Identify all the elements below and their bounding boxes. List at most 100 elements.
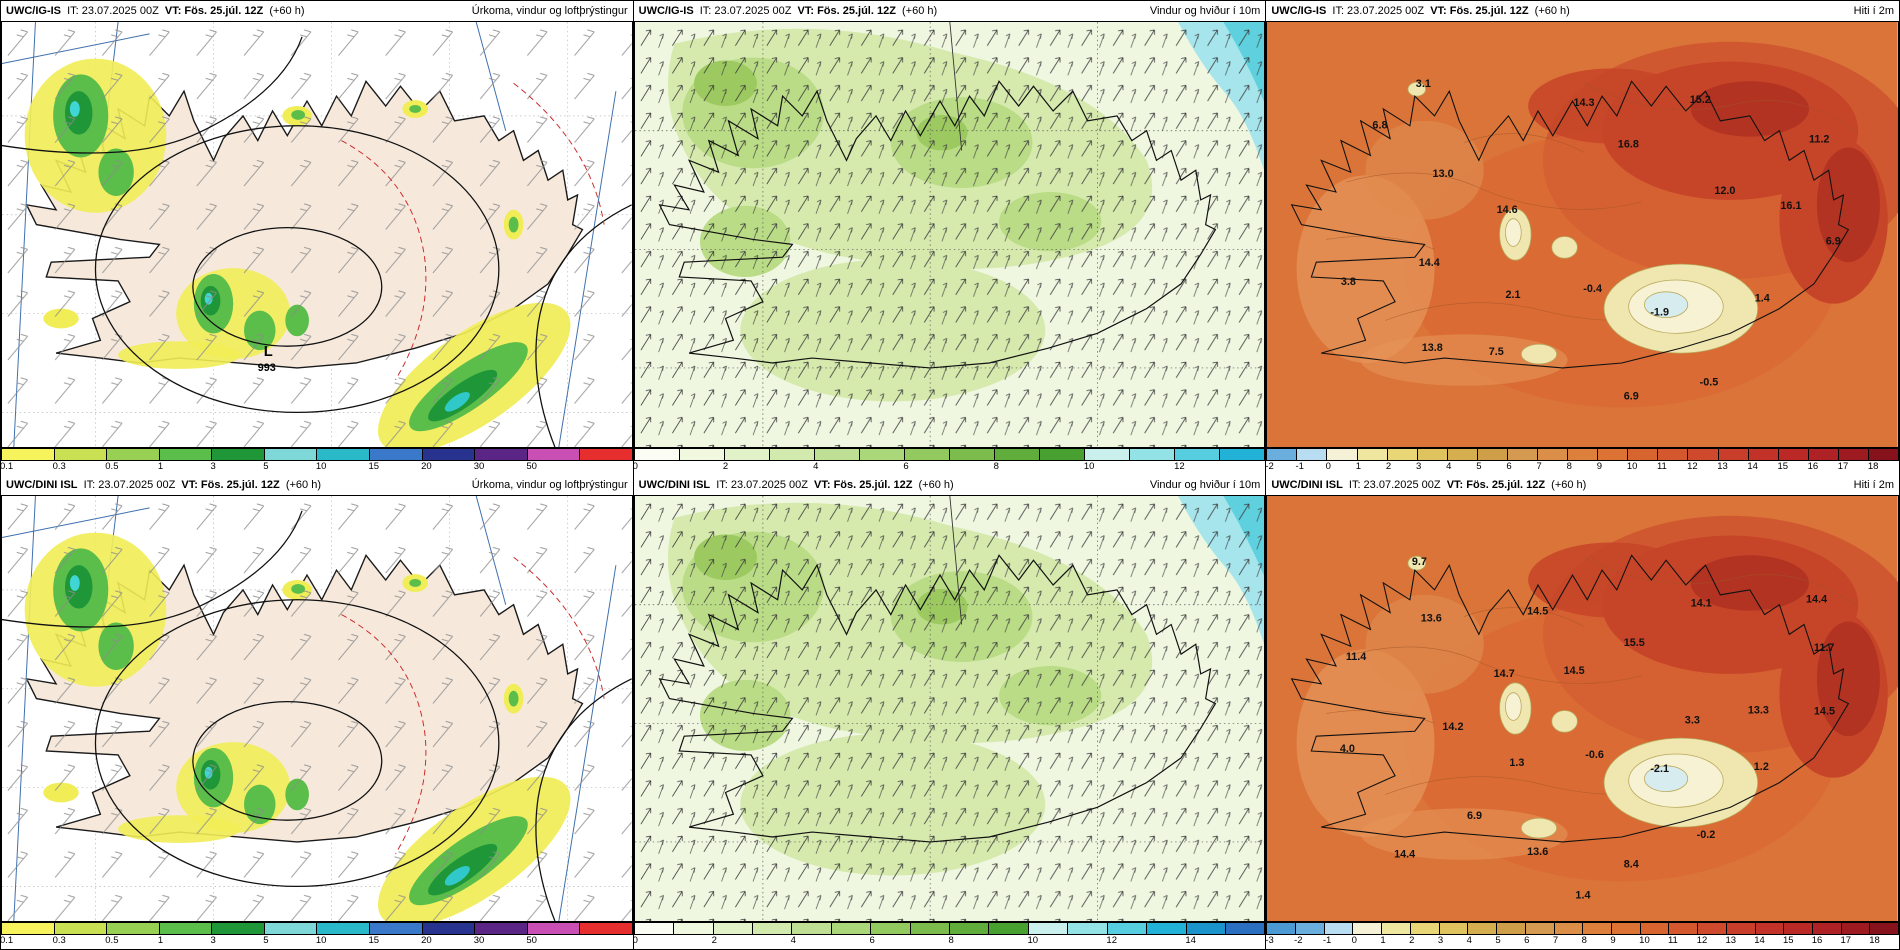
svg-text:13.0: 13.0 <box>1433 168 1454 180</box>
model-name: UWC/DINI ISL <box>638 479 711 491</box>
valid-time: VT: Fös. 25.júl. 12Z <box>797 5 896 17</box>
panel-header: UWC/DINI ISL IT: 23.07.2025 00Z VT: Fös.… <box>1266 475 1899 495</box>
svg-text:14.7: 14.7 <box>1494 668 1515 680</box>
lead-time: (+60 h) <box>269 5 305 17</box>
svg-text:12.0: 12.0 <box>1715 185 1736 197</box>
run-info: UWC/DINI ISL IT: 23.07.2025 00Z VT: Fös.… <box>1271 479 1589 491</box>
colorbar-temp: -2 -1 0 1 2 3 4 5 6 7 8 9 10 11 12 13 14 15 16 17 18 <box>1265 448 1899 475</box>
svg-text:13.8: 13.8 <box>1422 342 1443 354</box>
svg-text:-0.5: -0.5 <box>1700 377 1719 389</box>
colorbar-precip: 0.1 0.3 0.5 1 3 5 10 15 20 30 50 <box>0 448 633 475</box>
svg-text:14.5: 14.5 <box>1814 705 1835 717</box>
svg-text:13.6: 13.6 <box>1527 846 1548 858</box>
map-precip-igis: L 993 <box>1 21 633 448</box>
map-temp-igis: 3.1 6.8 13.0 14.6 14.4 3.8 2.1 -0.4 14.3 16.8 15.2… <box>1266 21 1899 448</box>
svg-text:1.3: 1.3 <box>1510 757 1525 769</box>
svg-text:15.5: 15.5 <box>1624 637 1645 649</box>
panel-header: UWC/IG-IS IT: 23.07.2025 00Z VT: Fös. 25… <box>1266 1 1899 21</box>
svg-text:14.4: 14.4 <box>1419 257 1440 269</box>
svg-text:-0.2: -0.2 <box>1697 829 1716 841</box>
panel-header: UWC/DINI ISL IT: 23.07.2025 00Z VT: Fös.… <box>633 475 1266 495</box>
init-time: IT: 23.07.2025 00Z <box>1332 5 1425 17</box>
valid-time: VT: Fös. 25.júl. 12Z <box>1446 479 1546 491</box>
init-time: IT: 23.07.2025 00Z <box>699 5 792 17</box>
panel-header: UWC/IG-IS IT: 23.07.2025 00Z VT: Fös. 25… <box>1 1 633 21</box>
svg-text:7.5: 7.5 <box>1489 346 1504 358</box>
run-info: UWC/IG-IS IT: 23.07.2025 00Z VT: Fös. 25… <box>639 5 941 17</box>
svg-text:11.4: 11.4 <box>1346 651 1366 663</box>
svg-text:3.1: 3.1 <box>1416 78 1431 90</box>
low-pressure-letter: L <box>264 344 273 360</box>
lead-time: (+60 h) <box>285 479 322 491</box>
init-time: IT: 23.07.2025 00Z <box>1348 479 1441 491</box>
svg-text:-2.1: -2.1 <box>1651 763 1670 775</box>
init-time: IT: 23.07.2025 00Z <box>716 479 808 491</box>
svg-text:14.6: 14.6 <box>1497 204 1518 216</box>
run-info: UWC/DINI ISL IT: 23.07.2025 00Z VT: Fös.… <box>639 479 957 491</box>
valid-time: VT: Fös. 25.júl. 12Z <box>814 479 913 491</box>
colorbar-wind: 0 2 4 6 8 10 12 14 <box>633 922 1266 949</box>
init-time: IT: 23.07.2025 00Z <box>83 479 176 491</box>
variable-label: Hiti í 2m <box>1853 479 1894 491</box>
lead-time: (+60 h) <box>1534 5 1570 17</box>
panel-igis-wind: UWC/IG-IS IT: 23.07.2025 00Z VT: Fös. 25… <box>633 1 1267 475</box>
svg-text:3.8: 3.8 <box>1341 276 1356 288</box>
svg-text:14.4: 14.4 <box>1394 849 1415 861</box>
panel-dini-precip: UWC/DINI ISL IT: 23.07.2025 00Z VT: Fös.… <box>0 475 634 949</box>
svg-text:11.7: 11.7 <box>1814 642 1834 654</box>
temp-value-labels: 9.7 13.6 11.4 14.5 14.7 14.5 15.5 14.1 14.4 11.7 1… <box>1340 556 1835 901</box>
run-info: UWC/IG-IS IT: 23.07.2025 00Z VT: Fös. 25… <box>1271 5 1573 17</box>
svg-text:16.1: 16.1 <box>1781 200 1802 212</box>
svg-text:8.4: 8.4 <box>1624 859 1639 871</box>
map-wind-dini <box>633 495 1266 922</box>
svg-text:3.3: 3.3 <box>1685 714 1700 726</box>
panel-header: UWC/IG-IS IT: 23.07.2025 00Z VT: Fös. 25… <box>633 1 1266 21</box>
svg-text:11.2: 11.2 <box>1809 134 1829 146</box>
svg-text:14.3: 14.3 <box>1574 97 1595 109</box>
svg-text:16.8: 16.8 <box>1618 139 1639 151</box>
svg-text:6.9: 6.9 <box>1826 235 1841 247</box>
model-name: UWC/IG-IS <box>1271 5 1327 17</box>
variable-label: Úrkoma, vindur og loftþrýstingur <box>471 479 628 491</box>
svg-text:14.5: 14.5 <box>1527 606 1548 618</box>
variable-label: Vindur og hviður í 10m <box>1149 479 1261 491</box>
svg-text:9.7: 9.7 <box>1412 556 1427 568</box>
model-name: UWC/IG-IS <box>638 5 694 17</box>
temp-value-labels: 3.1 6.8 13.0 14.6 14.4 3.8 2.1 -0.4 14.3 16.8 15.2… <box>1341 78 1841 402</box>
valid-time: VT: Fös. 25.júl. 12Z <box>164 5 264 17</box>
panel-header: UWC/DINI ISL IT: 23.07.2025 00Z VT: Fös.… <box>1 475 633 495</box>
svg-text:14.4: 14.4 <box>1806 594 1827 606</box>
panel-dini-wind: UWC/DINI ISL IT: 23.07.2025 00Z VT: Fös.… <box>633 475 1267 949</box>
model-name: UWC/IG-IS <box>6 5 61 17</box>
svg-text:14.2: 14.2 <box>1443 721 1464 733</box>
colorbar-precip: 0.1 0.3 0.5 1 3 5 10 15 20 30 50 <box>0 922 633 949</box>
colorbar-temp: -3 -2 -1 0 1 2 3 4 5 6 7 8 9 10 11 12 13 14 15 16 17 18 <box>1265 922 1899 949</box>
svg-text:-1.9: -1.9 <box>1651 307 1670 319</box>
map-temp-dini: 9.7 13.6 11.4 14.5 14.7 14.5 15.5 14.1 14.4 11.7 1… <box>1266 495 1899 922</box>
svg-text:15.2: 15.2 <box>1690 94 1711 106</box>
run-info: UWC/DINI ISL IT: 23.07.2025 00Z VT: Fös.… <box>6 479 324 491</box>
variable-label: Hiti í 2m <box>1853 5 1894 17</box>
svg-text:13.6: 13.6 <box>1421 613 1442 625</box>
svg-text:6.8: 6.8 <box>1373 120 1388 132</box>
svg-text:6.9: 6.9 <box>1624 391 1639 403</box>
svg-text:13.3: 13.3 <box>1748 704 1769 716</box>
svg-text:1.4: 1.4 <box>1576 889 1591 901</box>
variable-label: Úrkoma, vindur og loftþrýstingur <box>471 5 628 17</box>
lead-time: (+60 h) <box>1551 479 1587 491</box>
panel-igis-precip: UWC/IG-IS IT: 23.07.2025 00Z VT: Fös. 25… <box>0 1 634 475</box>
model-name: UWC/DINI ISL <box>6 479 78 491</box>
valid-time: VT: Fös. 25.júl. 12Z <box>1430 5 1529 17</box>
init-time: IT: 23.07.2025 00Z <box>67 5 159 17</box>
run-info: UWC/IG-IS IT: 23.07.2025 00Z VT: Fös. 25… <box>6 5 308 17</box>
lead-time: (+60 h) <box>918 479 954 491</box>
panel-igis-temp: UWC/IG-IS IT: 23.07.2025 00Z VT: Fös. 25… <box>1265 1 1899 475</box>
svg-text:14.1: 14.1 <box>1691 598 1712 610</box>
svg-text:6.9: 6.9 <box>1467 810 1482 822</box>
model-name: UWC/DINI ISL <box>1271 479 1343 491</box>
variable-label: Vindur og hviður í 10m <box>1149 5 1261 17</box>
svg-text:-0.4: -0.4 <box>1584 283 1603 295</box>
panel-dini-temp: UWC/DINI ISL IT: 23.07.2025 00Z VT: Fös.… <box>1265 475 1899 949</box>
svg-text:14.5: 14.5 <box>1564 665 1585 677</box>
